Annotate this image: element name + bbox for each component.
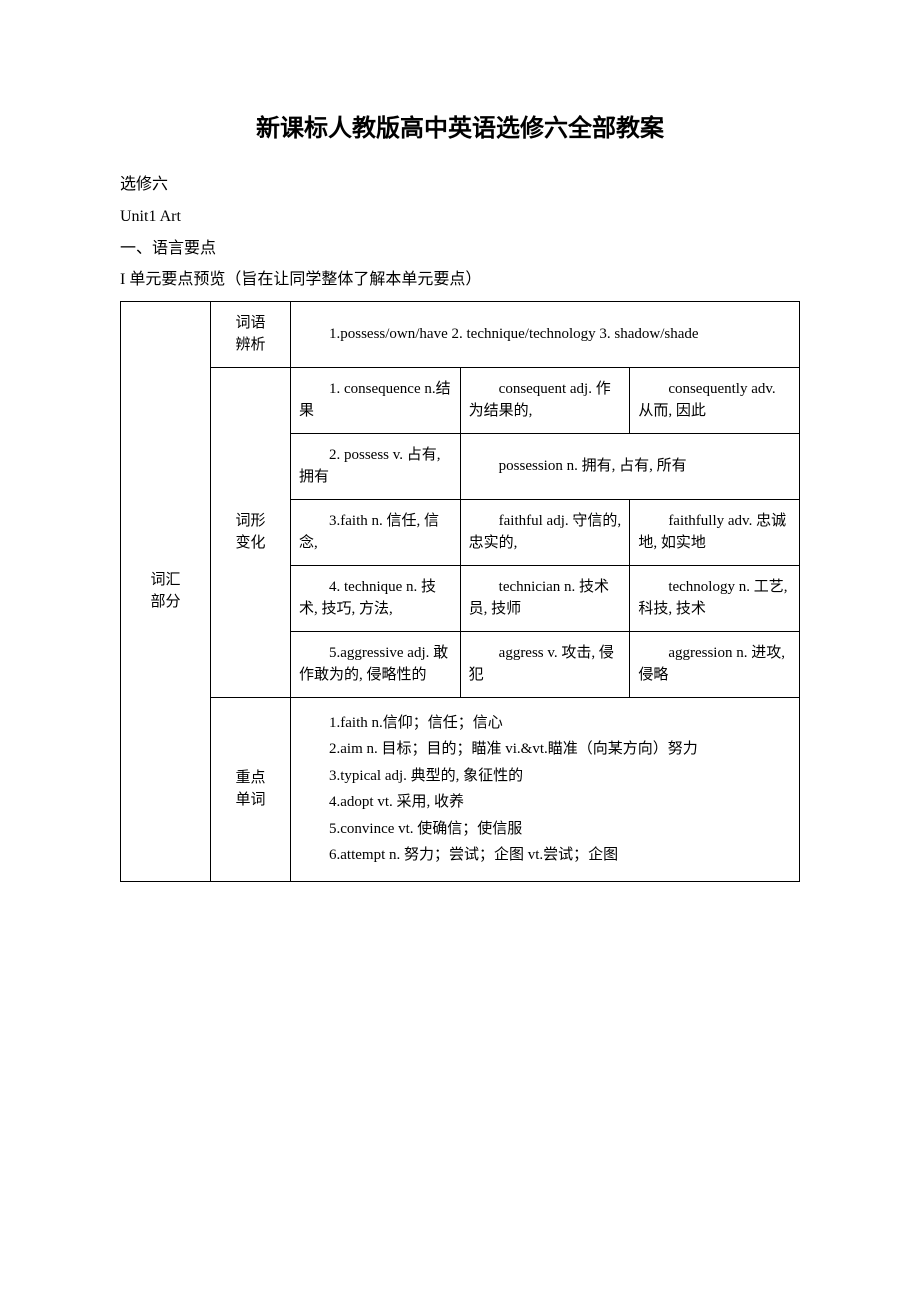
cell: 2. possess v. 占有, 拥有 <box>291 433 461 499</box>
keyword-item: 5.convince vt. 使确信；使信服 <box>299 818 791 841</box>
text: faithfully adv. 忠诚地, 如实地 <box>638 510 791 555</box>
cell: faithful adj. 守信的, 忠实的, <box>460 499 630 565</box>
table-row: 词汇 部分 词语 辨析 1.possess/own/have 2. techni… <box>121 301 800 367</box>
label: 辨析 <box>219 334 282 357</box>
preface-line-3: 一、语言要点 <box>120 236 800 262</box>
col-a-label-2: 部分 <box>129 591 202 614</box>
preface-line-1: 选修六 <box>120 172 800 198</box>
vocab-table: 词汇 部分 词语 辨析 1.possess/own/have 2. techni… <box>120 301 800 882</box>
keyword-item: 2.aim n. 目标；目的；瞄准 vi.&vt.瞄准（向某方向）努力 <box>299 738 791 761</box>
cell: aggression n. 进攻, 侵略 <box>630 631 800 697</box>
cell: 5.aggressive adj. 敢作敢为的, 侵略性的 <box>291 631 461 697</box>
text: technology n. 工艺, 科技, 技术 <box>638 576 791 621</box>
keyword-item: 1.faith n.信仰；信任；信心 <box>299 712 791 735</box>
row-label-distinguish: 词语 辨析 <box>211 301 291 367</box>
keyword-item: 3.typical adj. 典型的, 象征性的 <box>299 765 791 788</box>
keyword-item: 6.attempt n. 努力；尝试；企图 vt.尝试；企图 <box>299 844 791 867</box>
text: aggress v. 攻击, 侵犯 <box>469 642 622 687</box>
text: 1.possess/own/have 2. technique/technolo… <box>299 323 791 346</box>
text: possession n. 拥有, 占有, 所有 <box>469 455 791 478</box>
col-a-label-1: 词汇 <box>129 569 202 592</box>
text: 4. technique n. 技术, 技巧, 方法, <box>299 576 452 621</box>
label: 词形 <box>219 510 282 533</box>
text: 5.aggressive adj. 敢作敢为的, 侵略性的 <box>299 642 452 687</box>
row-label-keywords: 重点 单词 <box>211 697 291 881</box>
table-row: 重点 单词 1.faith n.信仰；信任；信心 2.aim n. 目标；目的；… <box>121 697 800 881</box>
row-label-wordform: 词形 变化 <box>211 367 291 697</box>
label: 变化 <box>219 532 282 555</box>
page-title: 新课标人教版高中英语选修六全部教案 <box>120 110 800 148</box>
text: consequently adv. 从而, 因此 <box>638 378 791 423</box>
col-vocab-section: 词汇 部分 <box>121 301 211 881</box>
cell: technician n. 技术员, 技师 <box>460 565 630 631</box>
preface-line-2: Unit1 Art <box>120 204 800 230</box>
text: 1. consequence n.结果 <box>299 378 452 423</box>
cell: aggress v. 攻击, 侵犯 <box>460 631 630 697</box>
cell: 3.faith n. 信任, 信念, <box>291 499 461 565</box>
text: faithful adj. 守信的, 忠实的, <box>469 510 622 555</box>
text: 3.faith n. 信任, 信念, <box>299 510 452 555</box>
cell: possession n. 拥有, 占有, 所有 <box>460 433 799 499</box>
text: technician n. 技术员, 技师 <box>469 576 622 621</box>
label: 词语 <box>219 312 282 335</box>
cell: faithfully adv. 忠诚地, 如实地 <box>630 499 800 565</box>
cell: consequent adj. 作为结果的, <box>460 367 630 433</box>
text: consequent adj. 作为结果的, <box>469 378 622 423</box>
label: 重点 <box>219 767 282 790</box>
text: aggression n. 进攻, 侵略 <box>638 642 791 687</box>
cell: consequently adv. 从而, 因此 <box>630 367 800 433</box>
cell: technology n. 工艺, 科技, 技术 <box>630 565 800 631</box>
label: 单词 <box>219 789 282 812</box>
cell: 1. consequence n.结果 <box>291 367 461 433</box>
cell: 4. technique n. 技术, 技巧, 方法, <box>291 565 461 631</box>
preface-line-4: I 单元要点预览（旨在让同学整体了解本单元要点） <box>120 267 800 293</box>
text: 2. possess v. 占有, 拥有 <box>299 444 452 489</box>
distinguish-content: 1.possess/own/have 2. technique/technolo… <box>291 301 800 367</box>
table-row: 词形 变化 1. consequence n.结果 consequent adj… <box>121 367 800 433</box>
keyword-item: 4.adopt vt. 采用, 收养 <box>299 791 791 814</box>
keywords-content: 1.faith n.信仰；信任；信心 2.aim n. 目标；目的；瞄准 vi.… <box>291 697 800 881</box>
